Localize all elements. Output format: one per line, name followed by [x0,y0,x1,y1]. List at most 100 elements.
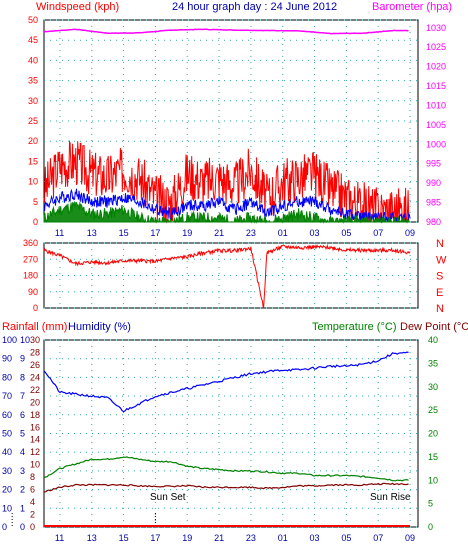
series-temperature-line [43,456,409,482]
sunset-annotation: Sun Set [150,492,186,503]
humidity-tick-label: 40 [2,447,12,457]
dewpoint-axis-label: Dew Point (°C) [400,321,468,333]
temp-left-tick-label: 30 [30,335,40,345]
series-gust_avg-line [43,188,411,224]
compass-tick-label: E [436,287,443,299]
rainfall-tick-label: 1 [20,503,25,513]
windspeed-tick-label: 5 [33,197,38,207]
barometer-axis-label: Barometer (hpa) [372,1,452,13]
humidity-tick-label: 0 [2,522,7,532]
x-tick-label: 07 [373,533,383,543]
windspeed-tick-label: 35 [28,76,38,86]
compass-tick-label: N [436,238,444,250]
chart-layer: 11 13 15 17 19 21 23 01 03 05 07 090510152025303540… [2,15,447,543]
windspeed-tick-label: 45 [28,35,38,45]
direction-tick-label: 180 [23,271,38,281]
windspeed-tick-label: 15 [28,156,38,166]
direction-tick-label: 270 [23,254,38,264]
temperature-tick-label: 25 [428,405,438,415]
barometer-tick-label: 990 [426,178,441,188]
series-dewpoint-line [43,482,409,493]
temperature-tick-label: 20 [428,429,438,439]
temperature-tick-label: 0 [428,522,433,532]
temp-left-tick-label: 4 [30,497,35,507]
temp-left-tick-label: 12 [30,447,40,457]
temperature-tick-label: 5 [428,499,433,509]
temp-left-tick-label: 28 [30,347,40,357]
x-tick-label: 05 [341,533,351,543]
windspeed-tick-label: 50 [28,15,38,25]
direction-tick-label: 360 [23,238,38,248]
x-tick-label: 01 [278,228,288,238]
windspeed-axis-label: Windspeed (kph) [36,1,119,13]
x-tick-label: 19 [182,228,192,238]
temp-left-tick-label: 0 [30,522,35,532]
barometer-tick-label: 980 [426,217,441,227]
x-tick-label: 05 [341,228,351,238]
barometer-tick-label: 995 [426,159,441,169]
rainfall-tick-label: 9 [20,354,25,364]
windspeed-tick-label: 10 [28,177,38,187]
direction-tick-label: 0 [33,303,38,313]
compass-tick-label: N [436,303,444,315]
rainfall-tick-label: 8 [20,372,25,382]
rainfall-tick-label: 5 [20,429,25,439]
temp-left-tick-label: 18 [30,410,40,420]
temp-left-tick-label: 10 [30,460,40,470]
humidity-tick-label: 10 [2,503,12,513]
windspeed-tick-label: 40 [28,55,38,65]
x-tick-label: 17 [150,533,160,543]
windspeed-tick-label: 25 [28,116,38,126]
temp-left-tick-label: 16 [30,422,40,432]
series-humidity-line [43,351,409,413]
barometer-tick-label: 1015 [426,81,446,91]
barometer-tick-label: 1020 [426,62,446,72]
temp-left-tick-label: 24 [30,372,40,382]
humidity-tick-label: 90 [2,354,12,364]
barometer-tick-label: 985 [426,198,441,208]
temperature-tick-label: 15 [428,452,438,462]
rainfall-tick-label: 4 [20,447,25,457]
direction-tick-label: 90 [28,287,38,297]
rainfall-axis-label: Rainfall (mm) [2,321,67,333]
temp-left-tick-label: 14 [30,435,40,445]
temp-left-tick-label: 20 [30,397,40,407]
rainfall-tick-label: 6 [20,410,25,420]
temp-left-tick-label: 22 [30,385,40,395]
x-tick-label: 09 [405,228,415,238]
rainfall-tick-label: 7 [20,391,25,401]
x-tick-label: 09 [405,533,415,543]
rainfall-tick-label: 0 [20,522,25,532]
barometer-tick-label: 1030 [426,23,446,33]
barometer-tick-label: 1025 [426,42,446,52]
temperature-tick-label: 40 [428,335,438,345]
x-tick-label: 07 [373,228,383,238]
x-tick-label: 19 [182,533,192,543]
rainfall-tick-label: 3 [20,466,25,476]
temp-left-tick-label: 26 [30,360,40,370]
x-tick-label: 03 [310,228,320,238]
x-tick-label: 15 [119,228,129,238]
rainfall-tick-label: 2 [20,485,25,495]
x-tick-label: 11 [55,533,64,543]
humidity-tick-label: 100 [2,335,17,345]
temperature-axis-label: Temperature (°C) [312,321,396,333]
compass-tick-label: S [436,271,443,283]
x-tick-label: 21 [214,228,224,238]
series-windspeed-line [43,139,410,224]
windspeed-tick-label: 30 [28,96,38,106]
temperature-tick-label: 30 [428,382,438,392]
temp-left-tick-label: 6 [30,485,35,495]
temperature-tick-label: 35 [428,358,438,368]
humidity-tick-label: 70 [2,391,12,401]
compass-tick-label: W [436,254,447,266]
humidity-tick-label: 60 [2,410,12,420]
temperature-tick-label: 10 [428,475,438,485]
rainfall-tick-label: 10 [20,335,30,345]
barometer-tick-label: 1010 [426,100,446,110]
humidity-tick-label: 20 [2,485,12,495]
temp-left-tick-label: 2 [30,510,35,520]
barometer-tick-label: 1005 [426,120,446,130]
